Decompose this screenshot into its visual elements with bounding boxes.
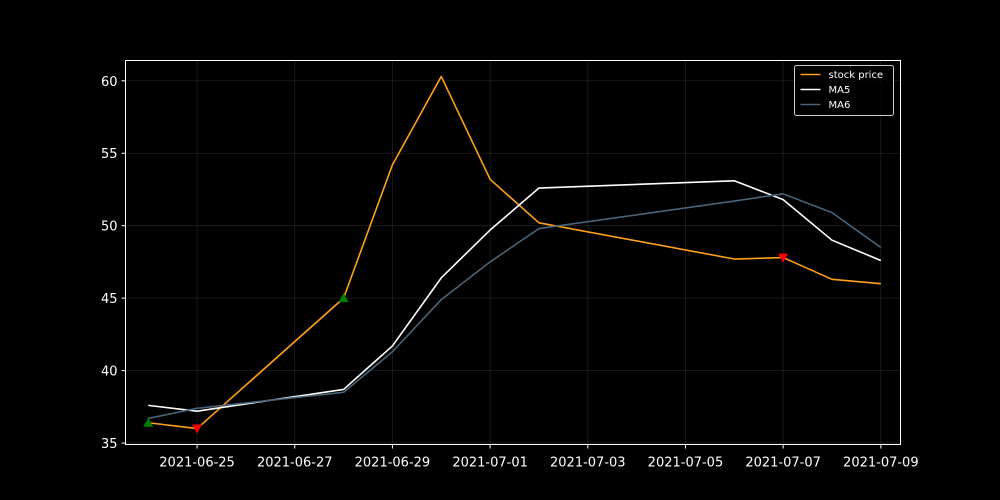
x-tick-label: 2021-06-29 (355, 456, 431, 471)
legend-box (794, 65, 894, 116)
x-tick-label: 2021-07-05 (648, 456, 724, 471)
x-tick-label: 2021-06-25 (159, 456, 235, 471)
series-line-stock-price (148, 75, 881, 430)
x-tick-label: 2021-07-09 (843, 456, 919, 471)
series-line-ma6 (148, 193, 882, 420)
x-tick-label: 2021-07-07 (745, 456, 821, 471)
series-layer (148, 75, 882, 430)
y-tick-label: 60 (101, 75, 118, 90)
legend-label-stock-price: stock price (829, 70, 884, 81)
marker-layer (143, 253, 789, 434)
legend-label-ma5: MA5 (829, 85, 851, 96)
buy-signal-marker (143, 417, 154, 427)
sell-signal-marker (192, 424, 203, 434)
x-tick-label: 2021-06-27 (257, 456, 333, 471)
y-tick-label: 35 (101, 437, 118, 452)
plot-frame (125, 60, 901, 445)
x-tick-label: 2021-07-01 (452, 456, 528, 471)
legend-label-ma6: MA6 (829, 100, 851, 111)
y-tick-label: 50 (101, 220, 118, 235)
legend: stock price MA5 MA6 (794, 65, 894, 116)
buy-signal-marker (338, 293, 349, 303)
x-tick-label: 2021-07-03 (550, 456, 626, 471)
grid-layer (125, 60, 901, 445)
y-tick-label: 45 (101, 292, 118, 307)
y-tick-label: 40 (101, 365, 118, 380)
y-tick-label: 55 (101, 147, 118, 162)
series-line-ma5 (148, 179, 882, 412)
sell-signal-marker (778, 253, 789, 263)
axis-layer: 2021-06-25 2021-06-27 2021-06-29 2021-07-01… (101, 75, 919, 471)
